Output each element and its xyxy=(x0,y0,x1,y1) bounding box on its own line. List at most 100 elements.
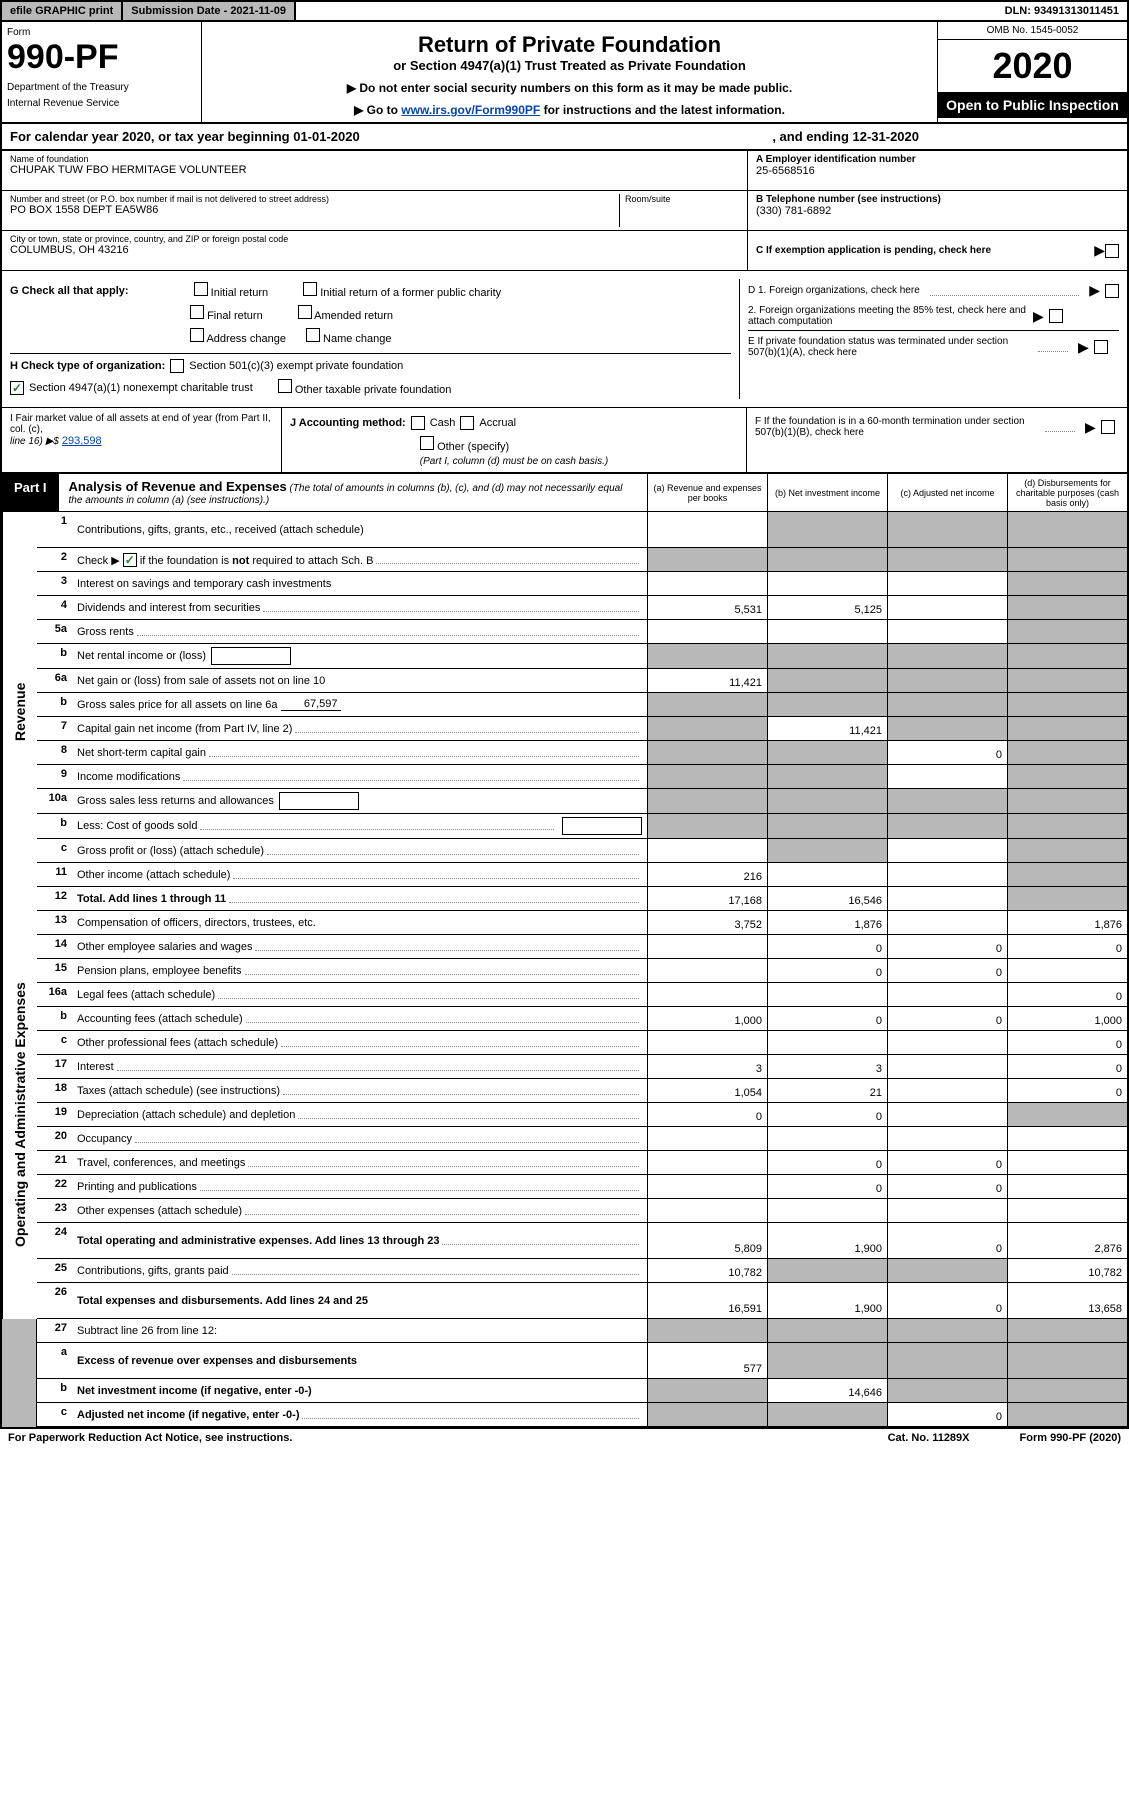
g-label: G Check all that apply: xyxy=(10,285,129,297)
cell-d xyxy=(1007,1175,1127,1198)
ssn-note: ▶ Do not enter social security numbers o… xyxy=(207,81,932,95)
cell-d xyxy=(1007,789,1127,813)
form-subtitle: or Section 4947(a)(1) Trust Treated as P… xyxy=(207,58,932,73)
cell-a xyxy=(647,741,767,764)
year-block: OMB No. 1545-0052 2020 Open to Public In… xyxy=(937,22,1127,122)
dln: DLN: 93491313011451 xyxy=(997,2,1127,20)
room-label: Room/suite xyxy=(619,194,739,227)
g-row: G Check all that apply: Initial return I… xyxy=(10,279,731,302)
cell-d xyxy=(1007,863,1127,886)
schb-checkbox[interactable] xyxy=(123,553,137,567)
omb-number: OMB No. 1545-0052 xyxy=(938,22,1127,40)
cell-d: 0 xyxy=(1007,1079,1127,1102)
line-b: bAccounting fees (attach schedule)1,0000… xyxy=(37,1007,1127,1031)
j-note: (Part I, column (d) must be on cash basi… xyxy=(290,456,738,467)
line-num: 13 xyxy=(37,911,72,934)
cell-c: 0 xyxy=(887,935,1007,958)
cell-c: 0 xyxy=(887,1223,1007,1258)
line-num: c xyxy=(37,1403,72,1426)
cell-d xyxy=(1007,512,1127,547)
g-addr-checkbox[interactable] xyxy=(190,328,204,342)
instructions-link[interactable]: www.irs.gov/Form990PF xyxy=(401,103,540,117)
g-initial-public-checkbox[interactable] xyxy=(303,282,317,296)
h-other-checkbox[interactable] xyxy=(278,379,292,393)
h-501c3-checkbox[interactable] xyxy=(170,359,184,373)
g-final-checkbox[interactable] xyxy=(190,305,204,319)
city-row: City or town, state or province, country… xyxy=(2,231,747,271)
line-3: 3Interest on savings and temporary cash … xyxy=(37,572,1127,596)
cell-d xyxy=(1007,1127,1127,1150)
cell-a: 216 xyxy=(647,863,767,886)
g-amended: Amended return xyxy=(314,310,393,322)
line-label: Other expenses (attach schedule) xyxy=(72,1199,647,1222)
j-accrual-checkbox[interactable] xyxy=(460,416,474,430)
cell-b: 3 xyxy=(767,1055,887,1078)
name-label: Name of foundation xyxy=(10,154,739,164)
efile-badge: efile GRAPHIC print xyxy=(2,2,123,20)
line-label: Check ▶ if the foundation is not require… xyxy=(72,548,647,571)
line-label: Contributions, gifts, grants paid xyxy=(72,1259,647,1282)
h-row: H Check type of organization: Section 50… xyxy=(10,353,731,376)
line-label: Gross sales less returns and allowances xyxy=(72,789,647,813)
cell-c xyxy=(887,1127,1007,1150)
line-num: 21 xyxy=(37,1151,72,1174)
expenses-section: Operating and Administrative Expenses 13… xyxy=(2,911,1127,1319)
cell-b xyxy=(767,741,887,764)
form-number: 990-PF xyxy=(7,38,196,77)
line-label: Total operating and administrative expen… xyxy=(72,1223,647,1258)
line-7: 7Capital gain net income (from Part IV, … xyxy=(37,717,1127,741)
line-label: Net investment income (if negative, ente… xyxy=(72,1379,647,1402)
page-footer: For Paperwork Reduction Act Notice, see … xyxy=(0,1429,1129,1447)
cell-d xyxy=(1007,1343,1127,1378)
i-block: I Fair market value of all assets at end… xyxy=(2,408,282,472)
d1-checkbox[interactable] xyxy=(1105,284,1119,298)
j-cash-checkbox[interactable] xyxy=(411,416,425,430)
j-other-checkbox[interactable] xyxy=(420,436,434,450)
line-num: c xyxy=(37,839,72,862)
g-h-section: G Check all that apply: Initial return I… xyxy=(0,271,1129,408)
cell-b: 14,646 xyxy=(767,1379,887,1402)
g-initial-checkbox[interactable] xyxy=(194,282,208,296)
entity-info: Name of foundation CHUPAK TUW FBO HERMIT… xyxy=(0,151,1129,271)
line-num: 1 xyxy=(37,512,72,547)
cell-c xyxy=(887,1259,1007,1282)
cell-c xyxy=(887,1031,1007,1054)
line-14: 14Other employee salaries and wages000 xyxy=(37,935,1127,959)
cell-a: 10,782 xyxy=(647,1259,767,1282)
paperwork-notice: For Paperwork Reduction Act Notice, see … xyxy=(8,1432,292,1444)
e-checkbox[interactable] xyxy=(1094,340,1108,354)
cell-b: 0 xyxy=(767,959,887,982)
expenses-side-label: Operating and Administrative Expenses xyxy=(2,911,37,1319)
cell-c xyxy=(887,983,1007,1006)
cell-d xyxy=(1007,1151,1127,1174)
line-25: 25Contributions, gifts, grants paid10,78… xyxy=(37,1259,1127,1283)
c-checkbox[interactable] xyxy=(1105,244,1119,258)
f-checkbox[interactable] xyxy=(1101,420,1115,434)
line-num: 11 xyxy=(37,863,72,886)
g-name-checkbox[interactable] xyxy=(306,328,320,342)
line-2: 2Check ▶ if the foundation is not requir… xyxy=(37,548,1127,572)
line-num: 5a xyxy=(37,620,72,643)
cell-b: 0 xyxy=(767,1151,887,1174)
arrow-icon: ▶ xyxy=(1094,242,1105,259)
g-amended-checkbox[interactable] xyxy=(298,305,312,319)
j-cash: Cash xyxy=(430,417,456,429)
line-num: b xyxy=(37,814,72,838)
line-num: 25 xyxy=(37,1259,72,1282)
cell-b xyxy=(767,1127,887,1150)
cell-a xyxy=(647,765,767,788)
cell-b: 1,876 xyxy=(767,911,887,934)
line-label: Pension plans, employee benefits xyxy=(72,959,647,982)
cat-number: Cat. No. 11289X xyxy=(888,1432,970,1444)
line-c: cGross profit or (loss) (attach schedule… xyxy=(37,839,1127,863)
h-4947-checkbox[interactable] xyxy=(10,381,24,395)
line-label: Net short-term capital gain xyxy=(72,741,647,764)
cell-a: 1,054 xyxy=(647,1079,767,1102)
d2-checkbox[interactable] xyxy=(1049,309,1063,323)
j-label: J Accounting method: xyxy=(290,417,406,429)
line-12: 12Total. Add lines 1 through 1117,16816,… xyxy=(37,887,1127,911)
g-row3: Address change Name change xyxy=(10,325,731,348)
cell-b xyxy=(767,1199,887,1222)
h-4947: Section 4947(a)(1) nonexempt charitable … xyxy=(29,382,253,394)
cell-b xyxy=(767,512,887,547)
